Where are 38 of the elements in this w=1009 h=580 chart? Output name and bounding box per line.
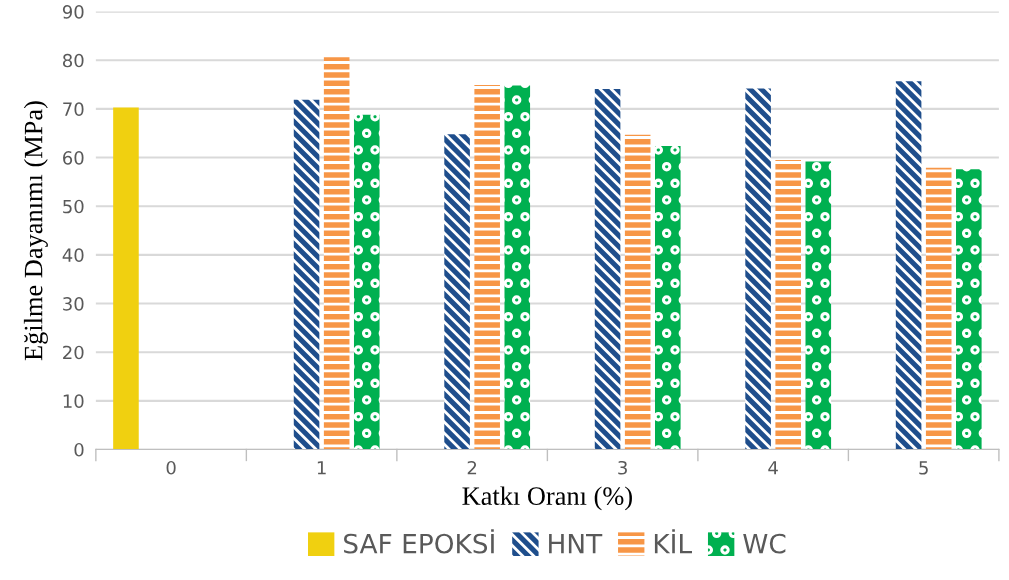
y-tick-label: 40 [62, 248, 84, 262]
legend-label: HNT [549, 533, 603, 554]
bar [895, 81, 922, 450]
bar [956, 169, 982, 450]
bar [805, 161, 832, 450]
bar [504, 85, 531, 450]
y-tick-label: 0 [74, 442, 84, 457]
bar [775, 160, 801, 450]
bar [113, 107, 139, 450]
x-tick-label: 2 [467, 460, 477, 475]
bar [323, 57, 350, 450]
bar [655, 145, 681, 450]
x-axis-title: Katkı Oranı (%) [462, 486, 632, 511]
legend-label: WC [743, 533, 786, 554]
y-tick-label: 30 [63, 296, 84, 311]
y-tick-label: 80 [62, 53, 84, 68]
legend-label: SAF EPOKSİ [344, 529, 494, 554]
y-tick-label: 70 [63, 102, 84, 117]
y-tick-label: 10 [63, 394, 84, 408]
bar [293, 99, 320, 450]
bar [444, 134, 470, 450]
x-tick-label: 5 [919, 461, 928, 475]
bar [594, 88, 621, 450]
y-tick-label: 50 [63, 199, 84, 214]
legend-label: KİL [654, 529, 692, 554]
x-tick-label: 3 [618, 460, 627, 475]
y-tick-label: 20 [63, 345, 84, 360]
bar [353, 114, 380, 450]
bar [745, 88, 771, 450]
y-axis-title: Eğilme Dayanımı (MPa) [23, 101, 48, 361]
y-tick-label: 60 [63, 151, 84, 165]
x-tick-label: 4 [768, 461, 778, 475]
x-tick-label: 1 [317, 461, 326, 475]
bar [624, 134, 651, 450]
bar [925, 167, 952, 450]
y-tick-label: 90 [62, 5, 84, 19]
bar [474, 85, 500, 450]
x-tick-label: 0 [166, 460, 176, 475]
